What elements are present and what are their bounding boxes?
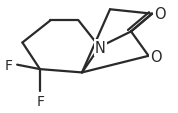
Text: O: O — [154, 7, 166, 22]
Text: N: N — [95, 41, 106, 55]
Text: F: F — [37, 94, 45, 108]
Text: F: F — [5, 58, 13, 72]
Text: O: O — [150, 50, 162, 65]
